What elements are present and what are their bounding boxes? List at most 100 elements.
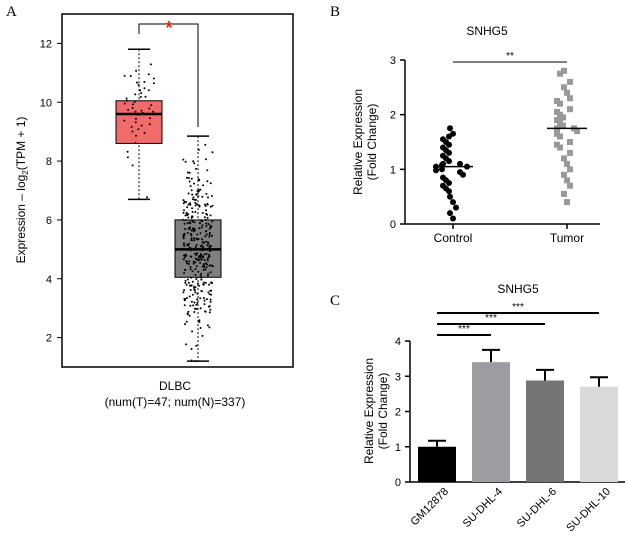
panel-a-sample-point <box>202 263 205 266</box>
panel-a-sample-point <box>200 255 203 258</box>
panel-a-sample-point <box>125 97 128 100</box>
panel-a-sample-point <box>190 247 193 250</box>
panel-a-sample-point <box>204 205 207 207</box>
panel-b-x-label-tumor: Tumor <box>550 231 584 245</box>
panel-a-sample-point <box>200 276 203 279</box>
panel-a-sample-point <box>134 121 137 124</box>
panel-a-sample-point <box>206 216 209 219</box>
panel-a-sample-point <box>204 235 207 238</box>
panel-b-point-tumor <box>560 114 566 121</box>
panel-a-sample-point <box>188 260 191 263</box>
panel-b-point-control <box>447 125 453 132</box>
panel-a-y-tick-label: 2 <box>46 333 52 345</box>
panel-a-sample-point <box>205 233 208 236</box>
panel-a-sample-point <box>135 81 138 84</box>
panel-a-sample-point <box>143 81 146 83</box>
panel-a-sample-point <box>188 314 191 317</box>
panel-c-y-tick-label: 4 <box>395 336 401 348</box>
panel-a-sample-point <box>185 320 188 323</box>
panel-a-sample-point <box>210 245 213 248</box>
panel-c-y-tick-label: 1 <box>395 442 401 454</box>
panel-a-sample-point <box>185 260 188 263</box>
panel-a-sample-point <box>187 213 190 216</box>
panel-a-sample-point <box>183 256 186 259</box>
panel-a-sample-point <box>131 164 134 167</box>
panel-b-point-tumor <box>557 70 563 77</box>
panel-c-significance-label: *** <box>512 302 524 313</box>
panel-a-box-tumor <box>115 100 163 144</box>
panel-c-bar-su-dhl-10 <box>580 386 618 482</box>
panel-c-x-label: SU-DHL-10 <box>564 486 613 535</box>
panel-a-sample-point <box>209 308 212 311</box>
panel-a-sample-point <box>193 227 196 230</box>
panel-a-sample-point <box>182 258 185 261</box>
panel-a-sample-point <box>192 262 195 265</box>
panel-a-sample-point <box>204 310 207 313</box>
panel-b-point-tumor <box>557 100 563 107</box>
panel-a-sample-point <box>189 304 192 307</box>
panel-a-sample-point <box>198 227 201 230</box>
panel-a-sample-point <box>146 196 149 199</box>
panel-a-sample-point <box>206 241 209 244</box>
panel-a-sample-point <box>190 284 193 287</box>
panel-a-sample-point <box>202 184 205 187</box>
panel-a-sample-point <box>188 295 191 298</box>
panel-a-sample-point <box>182 237 185 240</box>
panel-b-point-tumor <box>561 67 567 74</box>
panel-a-sample-point <box>182 242 185 245</box>
panel-a-significance-bracket <box>138 23 199 127</box>
panel-a-sample-point <box>186 278 189 281</box>
panel-a-sample-point <box>194 246 197 248</box>
panel-a-sample-point <box>134 93 137 96</box>
panel-a-sample-point <box>125 99 128 102</box>
panel-a-sample-point <box>206 259 209 262</box>
panel-a-sample-point <box>123 102 126 105</box>
panel-label-a: A <box>6 4 17 20</box>
panel-b-point-tumor <box>561 171 567 178</box>
panel-a-sample-point <box>185 283 188 286</box>
panel-a-sample-point <box>195 254 198 256</box>
panel-a-sample-point <box>190 229 193 232</box>
panel-a-sample-point <box>131 130 134 133</box>
panel-b-point-tumor <box>567 78 573 85</box>
panel-b-point-control <box>446 149 452 156</box>
panel-a-sample-point <box>208 244 211 247</box>
panel-a-y-label: Expression – log2(TPM + 1) <box>14 117 30 264</box>
panel-a-sample-point <box>209 205 212 208</box>
panel-b-point-control <box>446 180 452 186</box>
panel-a-sample-point <box>190 234 193 237</box>
panel-a-sample-point <box>208 326 211 329</box>
panel-b-points <box>433 67 587 222</box>
panel-c-x-label: SU-DHL-4 <box>461 486 505 530</box>
panel-a-sample-point <box>211 220 214 223</box>
panel-a-sample-point <box>205 298 208 301</box>
panel-a-sample-point <box>186 262 189 265</box>
panel-a-sample-point <box>195 244 198 246</box>
panel-a-sample-point <box>199 274 202 277</box>
panel-a-sample-point <box>210 289 213 292</box>
panel-a-sample-point <box>135 134 137 137</box>
panel-a-sample-point <box>190 276 193 279</box>
panel-b-point-tumor <box>564 89 570 96</box>
panel-b-point-control <box>447 210 453 217</box>
panel-b-point-control <box>450 215 456 222</box>
panel-a-sample-point <box>182 247 185 250</box>
panel-a-sample-point <box>209 271 212 274</box>
panel-a-sample-point <box>194 273 197 276</box>
panel-a-sample-point <box>196 301 199 304</box>
panel-a-sample-point <box>197 195 200 198</box>
panel-a-sample-point <box>194 291 197 294</box>
panel-a-sample-point <box>137 128 140 131</box>
panel-a-sample-point <box>135 69 138 72</box>
panel-a-sample-point <box>186 222 189 225</box>
panel-a-sample-point <box>187 203 190 206</box>
panel-c-significance-label: *** <box>485 313 497 324</box>
panel-a-sample-point <box>201 238 204 241</box>
panel-a-sample-point <box>208 305 211 308</box>
panel-b-y-ticks: 0 1 2 3 <box>390 55 405 231</box>
panel-a-sample-point <box>194 198 197 201</box>
panel-a-sample-point <box>195 307 198 310</box>
panel-a-sample-point <box>205 218 207 221</box>
panel-a-sample-point <box>126 150 129 153</box>
panel-a-sample-point <box>199 232 202 235</box>
